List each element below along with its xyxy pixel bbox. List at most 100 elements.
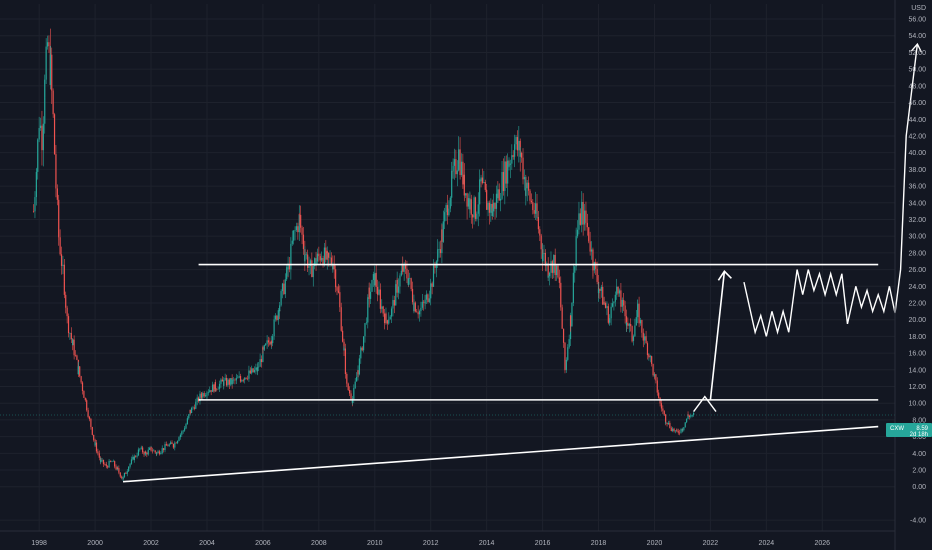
- candle-body: [351, 399, 354, 403]
- candle-body: [406, 268, 408, 279]
- candle-body: [562, 328, 565, 343]
- candle-body: [312, 266, 314, 278]
- time-axis[interactable]: 1998 2000 2002 2004 2006 2008 2010 2012 2014 2016…: [0, 530, 895, 547]
- candle-body: [316, 253, 319, 262]
- candle-body: [239, 378, 242, 382]
- candle-body: [225, 377, 228, 386]
- candle-body: [569, 315, 572, 327]
- candle-body: [195, 401, 197, 409]
- candle-body: [693, 412, 695, 415]
- candle-body: [543, 253, 545, 254]
- y-tick-label: -4.00: [910, 518, 926, 525]
- candle-body: [170, 442, 172, 445]
- candle-body: [500, 198, 502, 201]
- candle-body: [186, 418, 188, 425]
- candle-body: [484, 182, 486, 190]
- candle-body: [582, 201, 584, 225]
- candle-body: [119, 472, 121, 477]
- candle-body: [49, 54, 51, 85]
- candle-body: [301, 227, 303, 235]
- candle-body: [498, 189, 500, 201]
- price-axis[interactable]: -4.00 0.00 2.00 4.00 6.00 8.00 10.00 12.00 14.00…: [894, 0, 926, 550]
- candle-body: [414, 302, 416, 312]
- candle-body: [86, 400, 88, 411]
- x-tick-label: 2026: [814, 540, 830, 547]
- candle-body: [231, 379, 233, 385]
- candle-body: [63, 264, 65, 282]
- candle-body: [66, 307, 68, 317]
- candle-body: [652, 364, 654, 376]
- candle-body: [565, 359, 567, 370]
- candle-body: [238, 376, 240, 378]
- candle-body: [364, 323, 366, 337]
- candle-body: [175, 442, 177, 444]
- candle-body: [442, 221, 444, 242]
- candle-body: [606, 306, 608, 308]
- candle-body: [579, 213, 581, 225]
- candle-body: [360, 347, 362, 359]
- candle-body: [574, 266, 576, 273]
- candle-body: [369, 291, 372, 299]
- candle-body: [600, 286, 602, 291]
- candle-body: [87, 410, 89, 417]
- candle-body: [445, 205, 447, 213]
- candle-body: [523, 177, 526, 180]
- candle-body: [260, 359, 263, 362]
- candle-body: [686, 418, 688, 423]
- candle-body: [581, 201, 583, 207]
- candle-body: [157, 451, 159, 453]
- candle-body: [624, 305, 626, 317]
- candle-body: [392, 300, 394, 309]
- y-tick-label: 50.00: [908, 67, 926, 74]
- candle-body: [532, 202, 534, 211]
- candle-body: [670, 427, 672, 431]
- candle-body: [293, 230, 295, 241]
- y-tick-label: 2.00: [912, 468, 926, 475]
- candle-body: [319, 256, 321, 261]
- candle-body: [223, 379, 225, 386]
- y-tick-label: 38.00: [908, 167, 926, 174]
- candle-body: [680, 428, 682, 433]
- candle-body: [168, 444, 170, 447]
- candle-body: [60, 254, 63, 266]
- candle-body: [361, 347, 363, 351]
- candle-body: [209, 390, 211, 393]
- candle-body: [172, 446, 175, 448]
- x-tick-label: 2022: [703, 540, 719, 547]
- candle-body: [497, 189, 499, 199]
- candle-body: [38, 128, 40, 140]
- candle-body: [663, 410, 665, 415]
- candle-body: [687, 414, 689, 416]
- candle-body: [648, 354, 650, 358]
- candle-body: [578, 213, 580, 230]
- candle-body: [67, 316, 70, 334]
- candles: [32, 28, 695, 481]
- candle-body: [458, 149, 460, 165]
- candle-body: [258, 366, 260, 368]
- candle-body: [228, 379, 230, 385]
- candle-body: [418, 311, 421, 315]
- candle-body: [438, 249, 440, 250]
- candle-body: [467, 198, 470, 207]
- candle-body: [479, 179, 481, 205]
- candle-body: [486, 195, 488, 210]
- currency-label: USD: [911, 5, 926, 12]
- candle-body: [133, 456, 135, 460]
- candle-body: [111, 461, 113, 463]
- candle-body: [455, 159, 457, 175]
- candle-body: [551, 261, 553, 273]
- candle-body: [634, 325, 636, 337]
- candle-body: [592, 249, 594, 269]
- candle-body: [39, 125, 42, 129]
- projection-arrow-head: [717, 270, 732, 281]
- candle-body: [637, 304, 639, 318]
- candle-body: [511, 155, 513, 164]
- candle-body: [314, 258, 316, 267]
- candle-body: [142, 447, 144, 453]
- candle-body: [200, 395, 202, 398]
- candle-body: [161, 448, 163, 452]
- candle-body: [69, 333, 71, 334]
- candle-body: [589, 241, 591, 252]
- y-tick-label: 6.00: [912, 434, 926, 441]
